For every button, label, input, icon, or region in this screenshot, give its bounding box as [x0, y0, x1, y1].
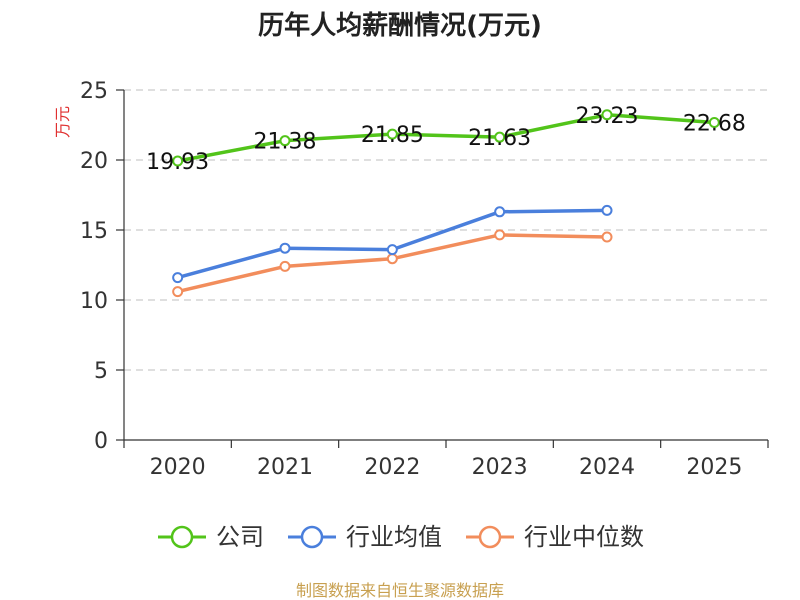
y-tick-label: 20	[80, 149, 108, 174]
data-label: 21.38	[254, 130, 317, 155]
data-point	[494, 206, 506, 218]
x-tick-label: 2021	[257, 455, 313, 480]
data-labels: 19.93 21.38 21.85 21.63 23.23 22.68	[146, 104, 746, 175]
series-line	[177, 113, 715, 163]
data-label: 21.63	[468, 126, 531, 151]
x-tick-label: 2020	[150, 455, 206, 480]
x-tick-label: 2025	[686, 455, 742, 480]
data-point	[601, 231, 613, 243]
y-tick-label: 0	[94, 429, 108, 454]
data-point	[494, 229, 506, 241]
data-point	[386, 244, 398, 256]
legend: 公司 行业均值 行业中位数	[158, 523, 644, 551]
data-point	[172, 155, 184, 167]
data-point	[386, 128, 398, 140]
data-label: 19.93	[146, 150, 209, 175]
data-point	[279, 242, 291, 254]
data-point	[386, 253, 398, 265]
y-tick-label: 10	[80, 289, 108, 314]
legend-marker	[478, 525, 502, 549]
legend-label: 公司	[216, 523, 264, 551]
data-point	[172, 286, 184, 298]
x-tick-label: 2024	[579, 455, 635, 480]
legend-marker	[300, 525, 324, 549]
chart-title: 历年人均薪酬情况(万元)	[258, 10, 542, 41]
y-axis-label: 万元	[53, 106, 72, 138]
series-line	[177, 208, 608, 280]
data-point	[279, 135, 291, 147]
source-note: 制图数据来自恒生聚源数据库	[296, 581, 504, 600]
data-point	[494, 131, 506, 143]
data-label: 23.23	[576, 104, 639, 129]
data-point	[279, 260, 291, 272]
data-point	[172, 272, 184, 284]
series-layer	[172, 109, 720, 298]
data-label: 22.68	[683, 111, 746, 136]
data-point	[708, 116, 720, 128]
data-point	[601, 204, 613, 216]
legend-label: 行业均值	[346, 523, 442, 551]
legend-label: 行业中位数	[524, 523, 644, 551]
y-tick-label: 5	[94, 359, 108, 384]
data-point	[601, 109, 613, 121]
data-label: 21.85	[361, 123, 424, 148]
y-tick-label: 15	[80, 219, 108, 244]
x-tick-label: 2023	[472, 455, 528, 480]
x-tick-label: 2022	[364, 455, 420, 480]
legend-marker	[170, 525, 194, 549]
y-tick-label: 25	[80, 79, 108, 104]
